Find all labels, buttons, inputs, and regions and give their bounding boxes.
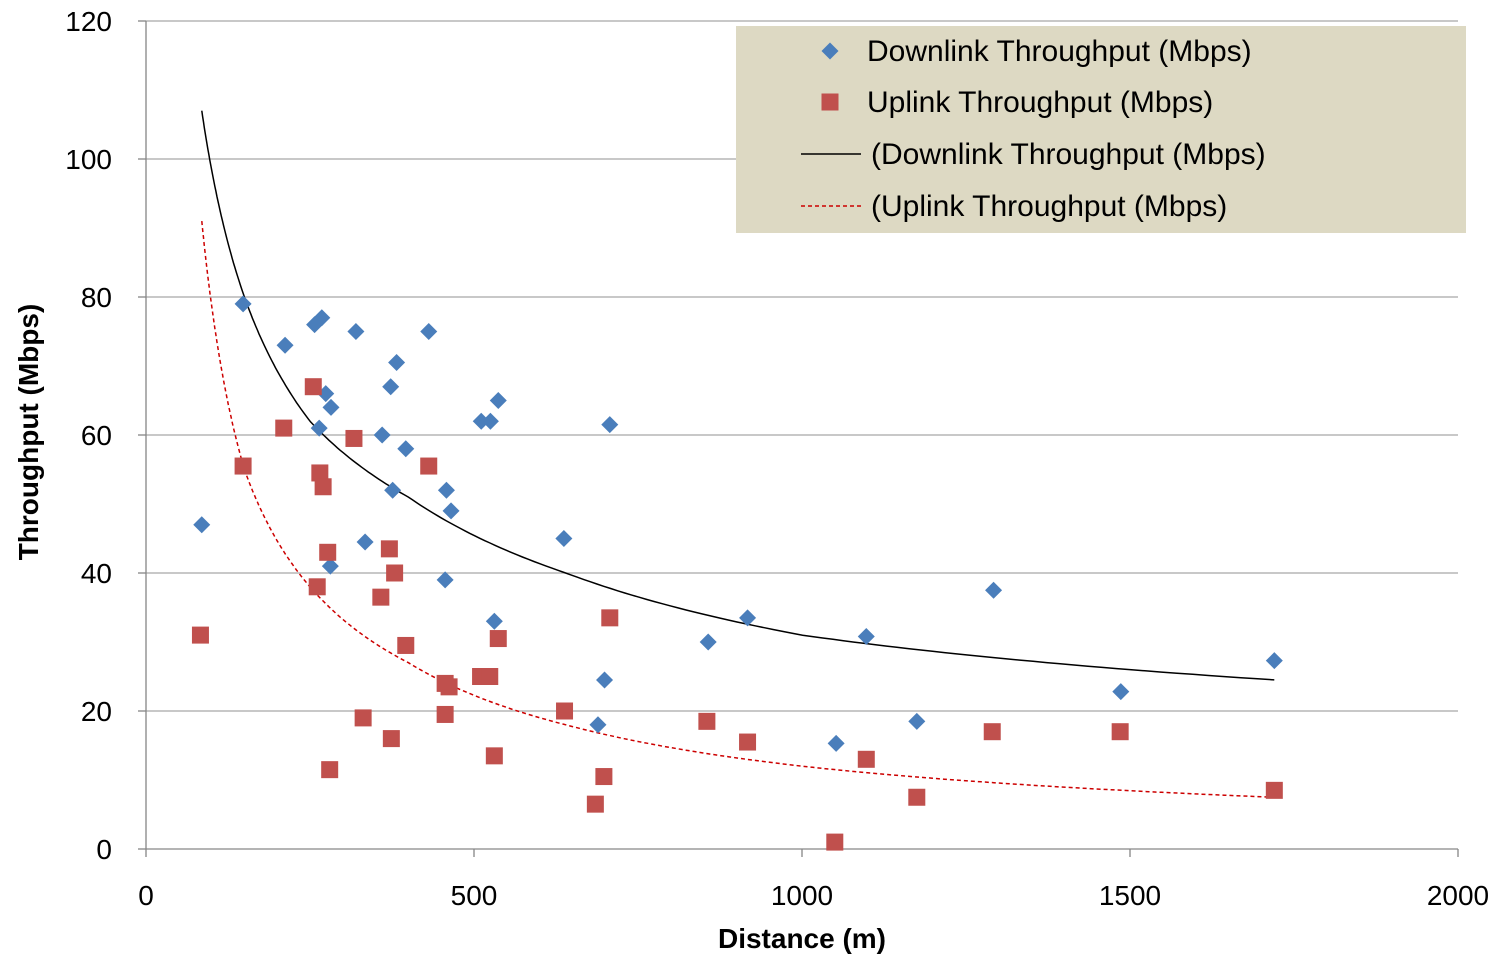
uplink-point (481, 668, 499, 685)
y-axis-title: Throughput (Mbps) (13, 304, 44, 561)
downlink-point (397, 440, 415, 458)
legend-uplink-marker (821, 93, 839, 111)
uplink-point (275, 419, 293, 437)
downlink-point (310, 419, 328, 437)
x-tick-labels: 0 500 1000 1500 2000 (138, 880, 1489, 911)
downlink-point (489, 392, 507, 409)
uplink-point (1265, 781, 1283, 799)
uplink-point (191, 626, 209, 644)
downlink-point (373, 426, 391, 444)
y-tick-label: 0 (96, 834, 112, 865)
x-tick-label: 500 (451, 880, 498, 911)
uplink-point (908, 788, 926, 806)
uplink-point (601, 609, 619, 627)
y-tick-labels: 0 20 40 60 80 100 120 (65, 6, 112, 865)
uplink-point (857, 750, 875, 768)
uplink-point (354, 709, 372, 727)
uplink-point (698, 712, 716, 730)
downlink-point (321, 557, 339, 575)
uplink-point (314, 478, 332, 496)
downlink-point (1112, 683, 1130, 701)
downlink-point (437, 481, 455, 499)
legend-label: (Downlink Throughput (Mbps) (871, 138, 1266, 171)
downlink-point (472, 412, 490, 430)
uplink-point (436, 705, 454, 723)
legend-downlink-marker (821, 42, 839, 60)
uplink-point (586, 795, 604, 813)
downlink-point (322, 398, 340, 416)
downlink-point (347, 323, 365, 340)
downlink-point (356, 533, 374, 551)
uplink-point (304, 378, 322, 396)
y-tick-label: 20 (81, 696, 112, 727)
uplink-point (595, 768, 613, 786)
legend-entries: Downlink Throughput (Mbps) Uplink Through… (801, 35, 1266, 223)
uplink-point (440, 678, 458, 696)
uplink-point (386, 564, 404, 582)
uplink-point (311, 464, 329, 482)
downlink-point (313, 309, 331, 327)
downlink-point (481, 412, 499, 430)
legend-label: (Uplink Throughput (Mbps) (871, 190, 1227, 223)
uplink-point (321, 761, 339, 779)
downlink-point (193, 516, 211, 534)
downlink-point (276, 336, 294, 354)
y-tick-label: 60 (81, 420, 112, 451)
downlink-point (382, 378, 400, 396)
downlink-point (596, 671, 614, 689)
y-tick-label: 100 (65, 144, 112, 175)
downlink-point (857, 627, 875, 645)
axes (145, 21, 1458, 850)
legend-label: Downlink Throughput (Mbps) (867, 35, 1252, 68)
uplink-point (372, 588, 390, 606)
uplink-point (826, 833, 844, 851)
uplink-point (420, 457, 438, 475)
downlink-point (589, 716, 607, 734)
x-axis-title: Distance (m) (718, 923, 886, 954)
downlink-point (442, 502, 460, 520)
x-tick-label: 1500 (1099, 880, 1161, 911)
downlink-point (699, 633, 717, 651)
x-tick-label: 1000 (771, 880, 833, 911)
uplink-point (556, 702, 574, 720)
legend-label: Uplink Throughput (Mbps) (867, 86, 1213, 119)
downlink-point (908, 712, 926, 730)
uplink-point (234, 457, 252, 475)
uplink-point (397, 636, 415, 654)
downlink-point (234, 295, 252, 313)
data-points (191, 295, 1283, 851)
y-tick-label: 40 (81, 558, 112, 589)
downlink-point (555, 530, 573, 547)
legend-background (736, 26, 1466, 233)
downlink-point (985, 581, 1003, 599)
uplink-point (489, 630, 507, 648)
uplink-point (345, 429, 363, 447)
y-tick-label: 80 (81, 282, 112, 313)
downlink-point (1265, 652, 1283, 670)
uplink-point (1111, 723, 1129, 741)
downlink-point (384, 481, 402, 499)
legend: Downlink Throughput (Mbps) Uplink Through… (736, 26, 1466, 233)
uplink-point (380, 540, 398, 558)
x-tick-label: 2000 (1427, 880, 1489, 911)
uplink-point (739, 733, 757, 751)
downlink-point (388, 354, 406, 372)
uplink-point (382, 730, 400, 748)
downlink-point (601, 416, 619, 434)
downlink-point (739, 609, 757, 627)
downlink-point (827, 734, 845, 752)
uplink-point (983, 723, 1001, 741)
downlink-point (485, 612, 503, 630)
uplink-trendline (201, 221, 1275, 799)
uplink-point (485, 747, 503, 765)
uplink-point (308, 578, 326, 596)
x-tick-label: 0 (138, 880, 154, 911)
downlink-point (436, 571, 454, 589)
y-tick-label: 120 (65, 6, 112, 37)
downlink-point (420, 323, 438, 340)
uplink-point (319, 543, 337, 561)
